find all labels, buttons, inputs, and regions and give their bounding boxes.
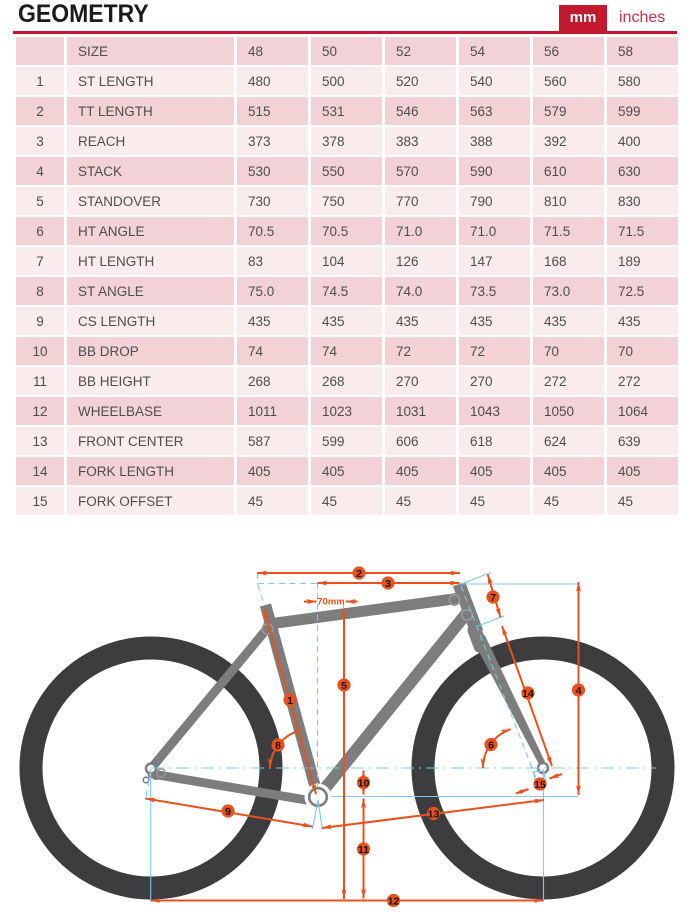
svg-text:14: 14 xyxy=(522,688,534,700)
svg-text:15: 15 xyxy=(534,779,546,791)
svg-text:4: 4 xyxy=(576,685,582,697)
svg-text:5: 5 xyxy=(341,680,347,692)
svg-text:8: 8 xyxy=(275,740,281,752)
svg-text:70mm: 70mm xyxy=(317,597,344,608)
svg-text:2: 2 xyxy=(356,568,362,580)
svg-text:7: 7 xyxy=(490,592,496,604)
svg-text:6: 6 xyxy=(488,740,494,752)
svg-text:9: 9 xyxy=(225,806,231,818)
svg-text:3: 3 xyxy=(385,578,391,590)
svg-text:10: 10 xyxy=(358,778,370,790)
svg-text:12: 12 xyxy=(388,896,400,908)
svg-text:13: 13 xyxy=(428,809,440,821)
svg-text:1: 1 xyxy=(287,695,293,707)
svg-text:11: 11 xyxy=(358,844,369,856)
